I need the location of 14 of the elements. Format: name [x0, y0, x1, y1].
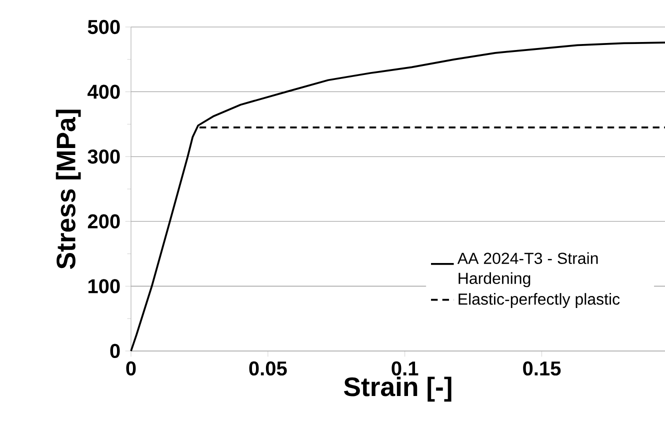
x-tick-label: 0 — [126, 361, 136, 376]
x-tick-label: 0.15 — [523, 361, 561, 376]
y-axis-title: Stress [MPa] — [56, 110, 81, 269]
y-tick-label: 300 — [88, 149, 120, 164]
y-tick-label: 400 — [88, 84, 120, 99]
y-tick-label: 500 — [88, 20, 120, 34]
legend-label: Elastic-perfectly plastic — [458, 293, 620, 308]
x-tick-label: 0.1 — [392, 361, 418, 376]
x-axis-title: Strain [-] — [344, 376, 452, 402]
legend-label: AA 2024-T3 - Strain Hardening — [457, 252, 598, 288]
y-tick-label: 0 — [110, 344, 120, 358]
x-tick-label: 0.05 — [249, 361, 287, 376]
y-tick-label: 100 — [88, 279, 120, 294]
y-tick-label: 200 — [88, 214, 120, 228]
